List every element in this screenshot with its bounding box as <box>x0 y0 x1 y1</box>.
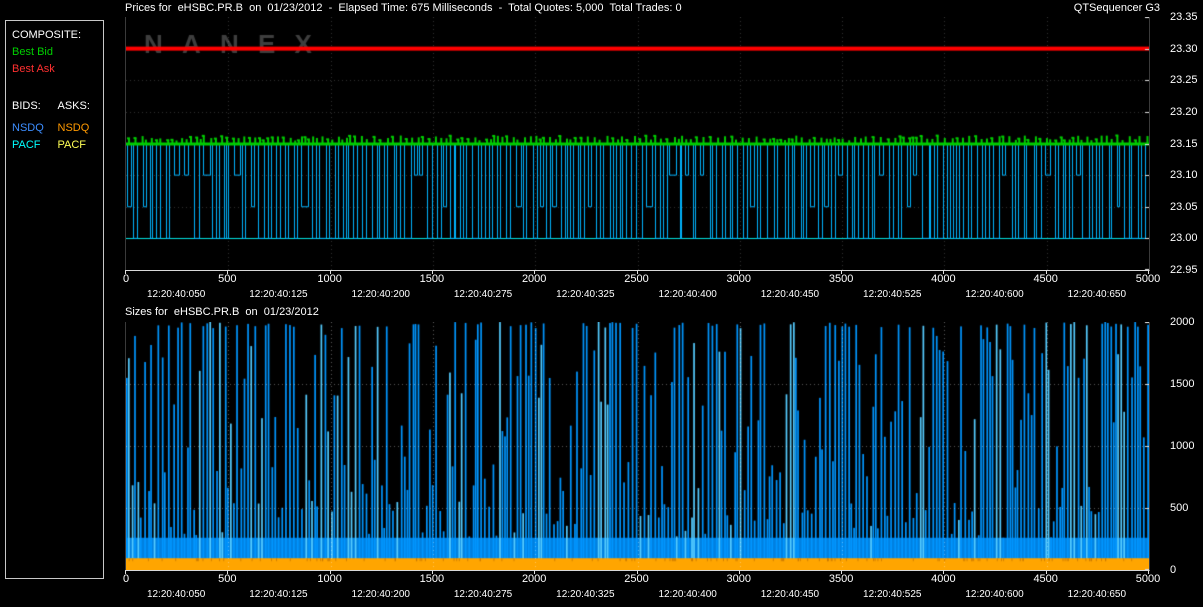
x-tick-label: 4500 <box>1016 273 1076 285</box>
legend-panel: COMPOSITE: Best Bid Best Ask BIDS: NSDQ … <box>5 20 104 579</box>
x-tick-label: 1000 <box>300 573 360 585</box>
y-tick-label: 0 <box>1170 564 1176 576</box>
asks-column: ASKS: NSDQ PACF <box>58 98 104 154</box>
sizes-chart[interactable] <box>125 322 1150 571</box>
y-tick-label: 23.00 <box>1170 232 1198 244</box>
x-tick-label: 1500 <box>402 573 462 585</box>
x-tick-label: 2000 <box>504 573 564 585</box>
x-time-label: 12:20:40:050 <box>130 289 222 300</box>
x-tick-label: 0 <box>123 273 183 285</box>
x-time-label: 12:20:40:450 <box>744 589 836 600</box>
x-tick-label: 4500 <box>1016 573 1076 585</box>
x-time-label: 12:20:40:200 <box>335 589 427 600</box>
y-tick-label: 23.25 <box>1170 74 1198 86</box>
best-bid-legend: Best Bid <box>12 44 103 61</box>
y-tick-label: 22.95 <box>1170 264 1198 276</box>
y-tick-label: 500 <box>1170 502 1188 514</box>
composite-label: COMPOSITE: <box>12 27 103 44</box>
best-ask-legend: Best Ask <box>12 61 103 78</box>
app-name: QTSequencer G3 <box>1074 2 1160 14</box>
x-time-label: 12:20:40:600 <box>949 589 1041 600</box>
ask-exchange-nsdq: NSDQ <box>58 120 104 137</box>
x-tick-label: 1000 <box>300 273 360 285</box>
x-time-label: 12:20:40:525 <box>846 589 938 600</box>
legend-spacer <box>12 78 103 98</box>
qtsequencer-window: { "header": { "title": "Prices for eHSBC… <box>0 0 1203 607</box>
x-tick-label: 0 <box>123 573 183 585</box>
bids-column: BIDS: NSDQ PACF <box>12 98 58 154</box>
x-time-label: 12:20:40:200 <box>335 289 427 300</box>
y-tick-label: 1000 <box>1170 440 1194 452</box>
x-time-label: 12:20:40:400 <box>642 289 734 300</box>
bids-column-label: BIDS: <box>12 98 58 115</box>
price-chart-title: Prices for eHSBC.PR.B on 01/23/2012 - El… <box>125 2 682 14</box>
bid-exchange-nsdq: NSDQ <box>12 120 58 137</box>
x-time-label: 12:20:40:325 <box>539 589 631 600</box>
x-tick-label: 1500 <box>402 273 462 285</box>
x-tick-label: 500 <box>197 273 257 285</box>
ask-exchange-pacf: PACF <box>58 137 104 154</box>
x-tick-label: 500 <box>197 573 257 585</box>
x-tick-label: 4000 <box>913 573 973 585</box>
x-time-label: 12:20:40:125 <box>232 289 324 300</box>
x-time-label: 12:20:40:400 <box>642 589 734 600</box>
sizes-chart-title: Sizes for eHSBC.PR.B on 01/23/2012 <box>125 306 319 318</box>
x-time-label: 12:20:40:600 <box>949 289 1041 300</box>
x-time-label: 12:20:40:525 <box>846 289 938 300</box>
x-time-label: 12:20:40:650 <box>1051 589 1143 600</box>
y-tick-label: 23.10 <box>1170 169 1198 181</box>
x-time-label: 12:20:40:275 <box>437 589 529 600</box>
header-bar: Prices for eHSBC.PR.B on 01/23/2012 - El… <box>0 0 1203 16</box>
x-tick-label: 2500 <box>607 273 667 285</box>
y-tick-label: 1500 <box>1170 378 1194 390</box>
y-tick-label: 23.15 <box>1170 138 1198 150</box>
y-tick-label: 2000 <box>1170 316 1194 328</box>
x-time-label: 12:20:40:650 <box>1051 289 1143 300</box>
y-tick-label: 23.05 <box>1170 201 1198 213</box>
x-tick-label: 3000 <box>709 573 769 585</box>
x-time-label: 12:20:40:125 <box>232 589 324 600</box>
y-tick-label: 23.20 <box>1170 106 1198 118</box>
x-tick-label: 3000 <box>709 273 769 285</box>
bid-exchange-pacf: PACF <box>12 137 58 154</box>
x-tick-label: 3500 <box>811 573 871 585</box>
x-tick-label: 2000 <box>504 273 564 285</box>
x-tick-label: 4000 <box>913 273 973 285</box>
asks-column-label: ASKS: <box>58 98 104 115</box>
x-tick-label: 3500 <box>811 273 871 285</box>
y-tick-label: 23.30 <box>1170 43 1198 55</box>
x-time-label: 12:20:40:450 <box>744 289 836 300</box>
x-time-label: 12:20:40:325 <box>539 289 631 300</box>
x-time-label: 12:20:40:050 <box>130 589 222 600</box>
x-time-label: 12:20:40:275 <box>437 289 529 300</box>
price-chart[interactable] <box>125 17 1150 271</box>
x-tick-label: 2500 <box>607 573 667 585</box>
exchange-columns: BIDS: NSDQ PACF ASKS: NSDQ PACF <box>12 98 103 154</box>
x-tick-label: 5000 <box>1118 273 1178 285</box>
x-tick-label: 5000 <box>1118 573 1178 585</box>
